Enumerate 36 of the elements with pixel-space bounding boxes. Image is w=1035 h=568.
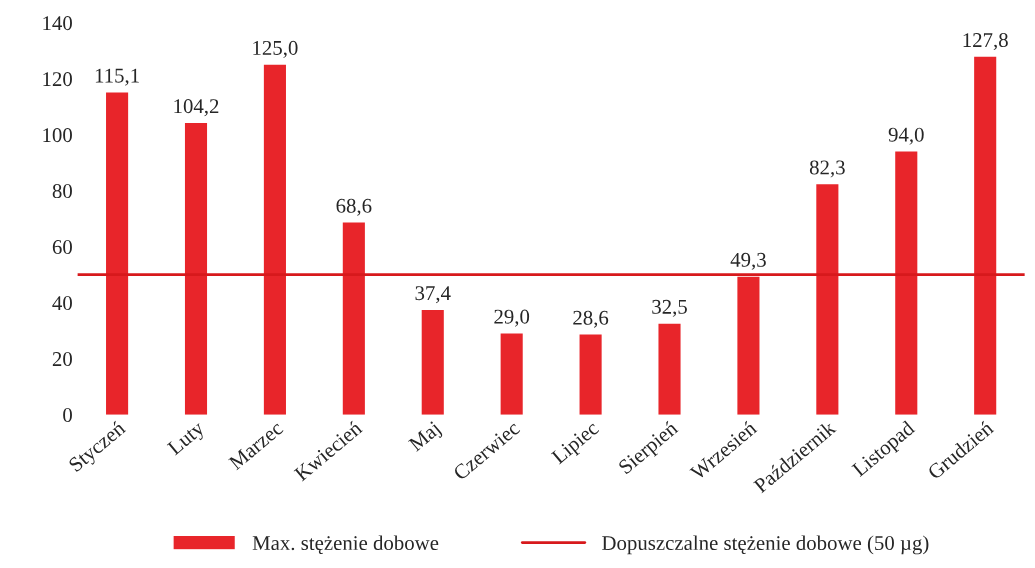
bar (895, 151, 918, 415)
y-tick-label: 140 (43, 16, 72, 31)
bar (184, 122, 208, 415)
bar (500, 333, 523, 415)
y-tick-label: 60 (52, 240, 72, 255)
y-tick-label: 100 (43, 128, 72, 143)
y-tick-label: 0 (63, 408, 72, 423)
bar (106, 92, 129, 415)
bar (421, 309, 444, 415)
data-label: 115,1 (95, 68, 139, 86)
x-tick-label: Maj (407, 421, 444, 456)
data-label: 94,0 (888, 127, 924, 145)
data-label: 68,6 (336, 198, 372, 216)
bar (342, 222, 365, 415)
y-tick-label: 80 (52, 184, 72, 199)
data-label: 82,3 (809, 160, 845, 178)
bar (263, 64, 286, 415)
bar (579, 334, 602, 415)
bar (816, 184, 839, 415)
data-label: 28,6 (573, 310, 609, 328)
data-label: 49,3 (730, 252, 766, 270)
legend-label: Max. stężenie dobowe (252, 535, 439, 554)
y-tick-label: 40 (52, 296, 72, 311)
data-label: 32,5 (652, 299, 687, 317)
data-label: 127,8 (963, 33, 1008, 51)
bar (974, 56, 997, 415)
data-label: 37,4 (415, 286, 451, 304)
data-label: 104,2 (174, 99, 219, 117)
data-label: 125,0 (253, 40, 298, 58)
bar (737, 276, 760, 415)
x-tick-label: Luty (166, 420, 209, 459)
y-tick-label: 20 (52, 352, 72, 367)
legend-label: Dopuszczalne stężenie dobowe (50 µg) (602, 535, 929, 555)
bar (658, 323, 681, 415)
y-tick-label: 120 (43, 72, 72, 87)
data-label: 29,0 (494, 309, 530, 327)
